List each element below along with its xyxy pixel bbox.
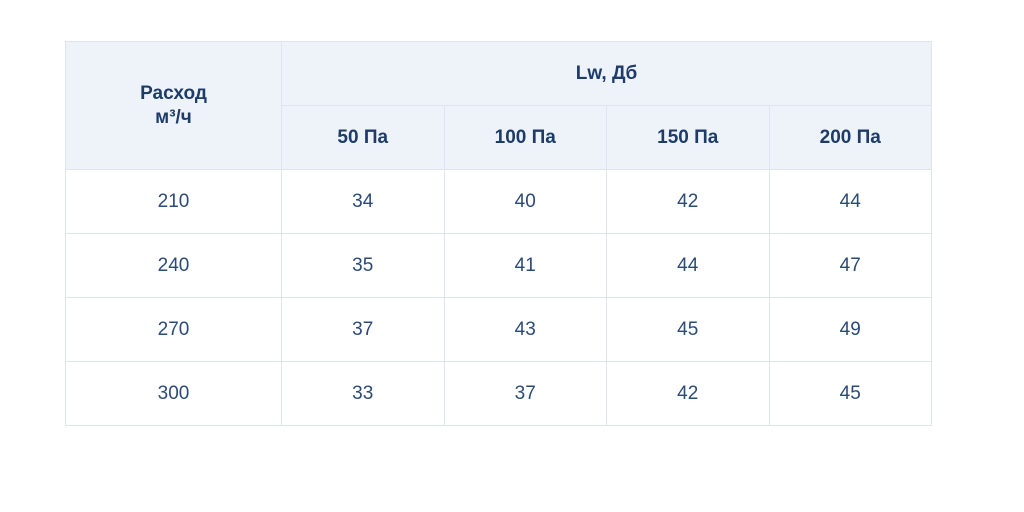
value-cell: 49: [768, 297, 932, 362]
value-cell: 42: [606, 361, 770, 426]
table-row: 270 37 43 45 49: [65, 297, 932, 362]
value-cell: 37: [443, 361, 607, 426]
column-header: 50 Па: [281, 105, 445, 170]
table-row: 240 35 41 44 47: [65, 233, 932, 298]
column-header: 150 Па: [606, 105, 770, 170]
value-cell: 45: [768, 361, 932, 426]
corner-header-cell: Расход м³/ч: [65, 41, 282, 170]
value-cell: 43: [443, 297, 607, 362]
header-row: Расход м³/ч Lw, Дб: [65, 41, 932, 170]
table-head: Расход м³/ч Lw, Дб 50 Па 100 Па 150 Па 200 …: [65, 41, 932, 170]
table-row: 300 33 37 42 45: [65, 361, 932, 426]
value-cell: 42: [606, 169, 770, 234]
flow-cell: 300: [65, 361, 282, 426]
table-row: 210 34 40 42 44: [65, 169, 932, 234]
value-cell: 33: [281, 361, 445, 426]
table-body: 210 34 40 42 44 240 35 41 44 47 270 37 43 45 49 300 33 37…: [65, 169, 932, 426]
value-cell: 35: [281, 233, 445, 298]
value-cell: 44: [768, 169, 932, 234]
corner-header: Расход м³/ч: [140, 82, 207, 128]
flow-cell: 270: [65, 297, 282, 362]
column-header: 200 Па: [768, 105, 932, 170]
flow-cell: 240: [65, 233, 282, 298]
column-header: 100 Па: [443, 105, 607, 170]
value-cell: 34: [281, 169, 445, 234]
group-header: Lw, Дб: [281, 41, 932, 106]
flow-cell: 210: [65, 169, 282, 234]
value-cell: 41: [443, 233, 607, 298]
value-cell: 37: [281, 297, 445, 362]
value-cell: 44: [606, 233, 770, 298]
value-cell: 40: [443, 169, 607, 234]
value-cell: 47: [768, 233, 932, 298]
value-cell: 45: [606, 297, 770, 362]
header-row: 50 Па 100 Па 150 Па 200 Па: [66, 105, 932, 170]
data-table: Расход м³/ч Lw, Дб 50 Па 100 Па 150 Па 200 …: [65, 41, 932, 426]
